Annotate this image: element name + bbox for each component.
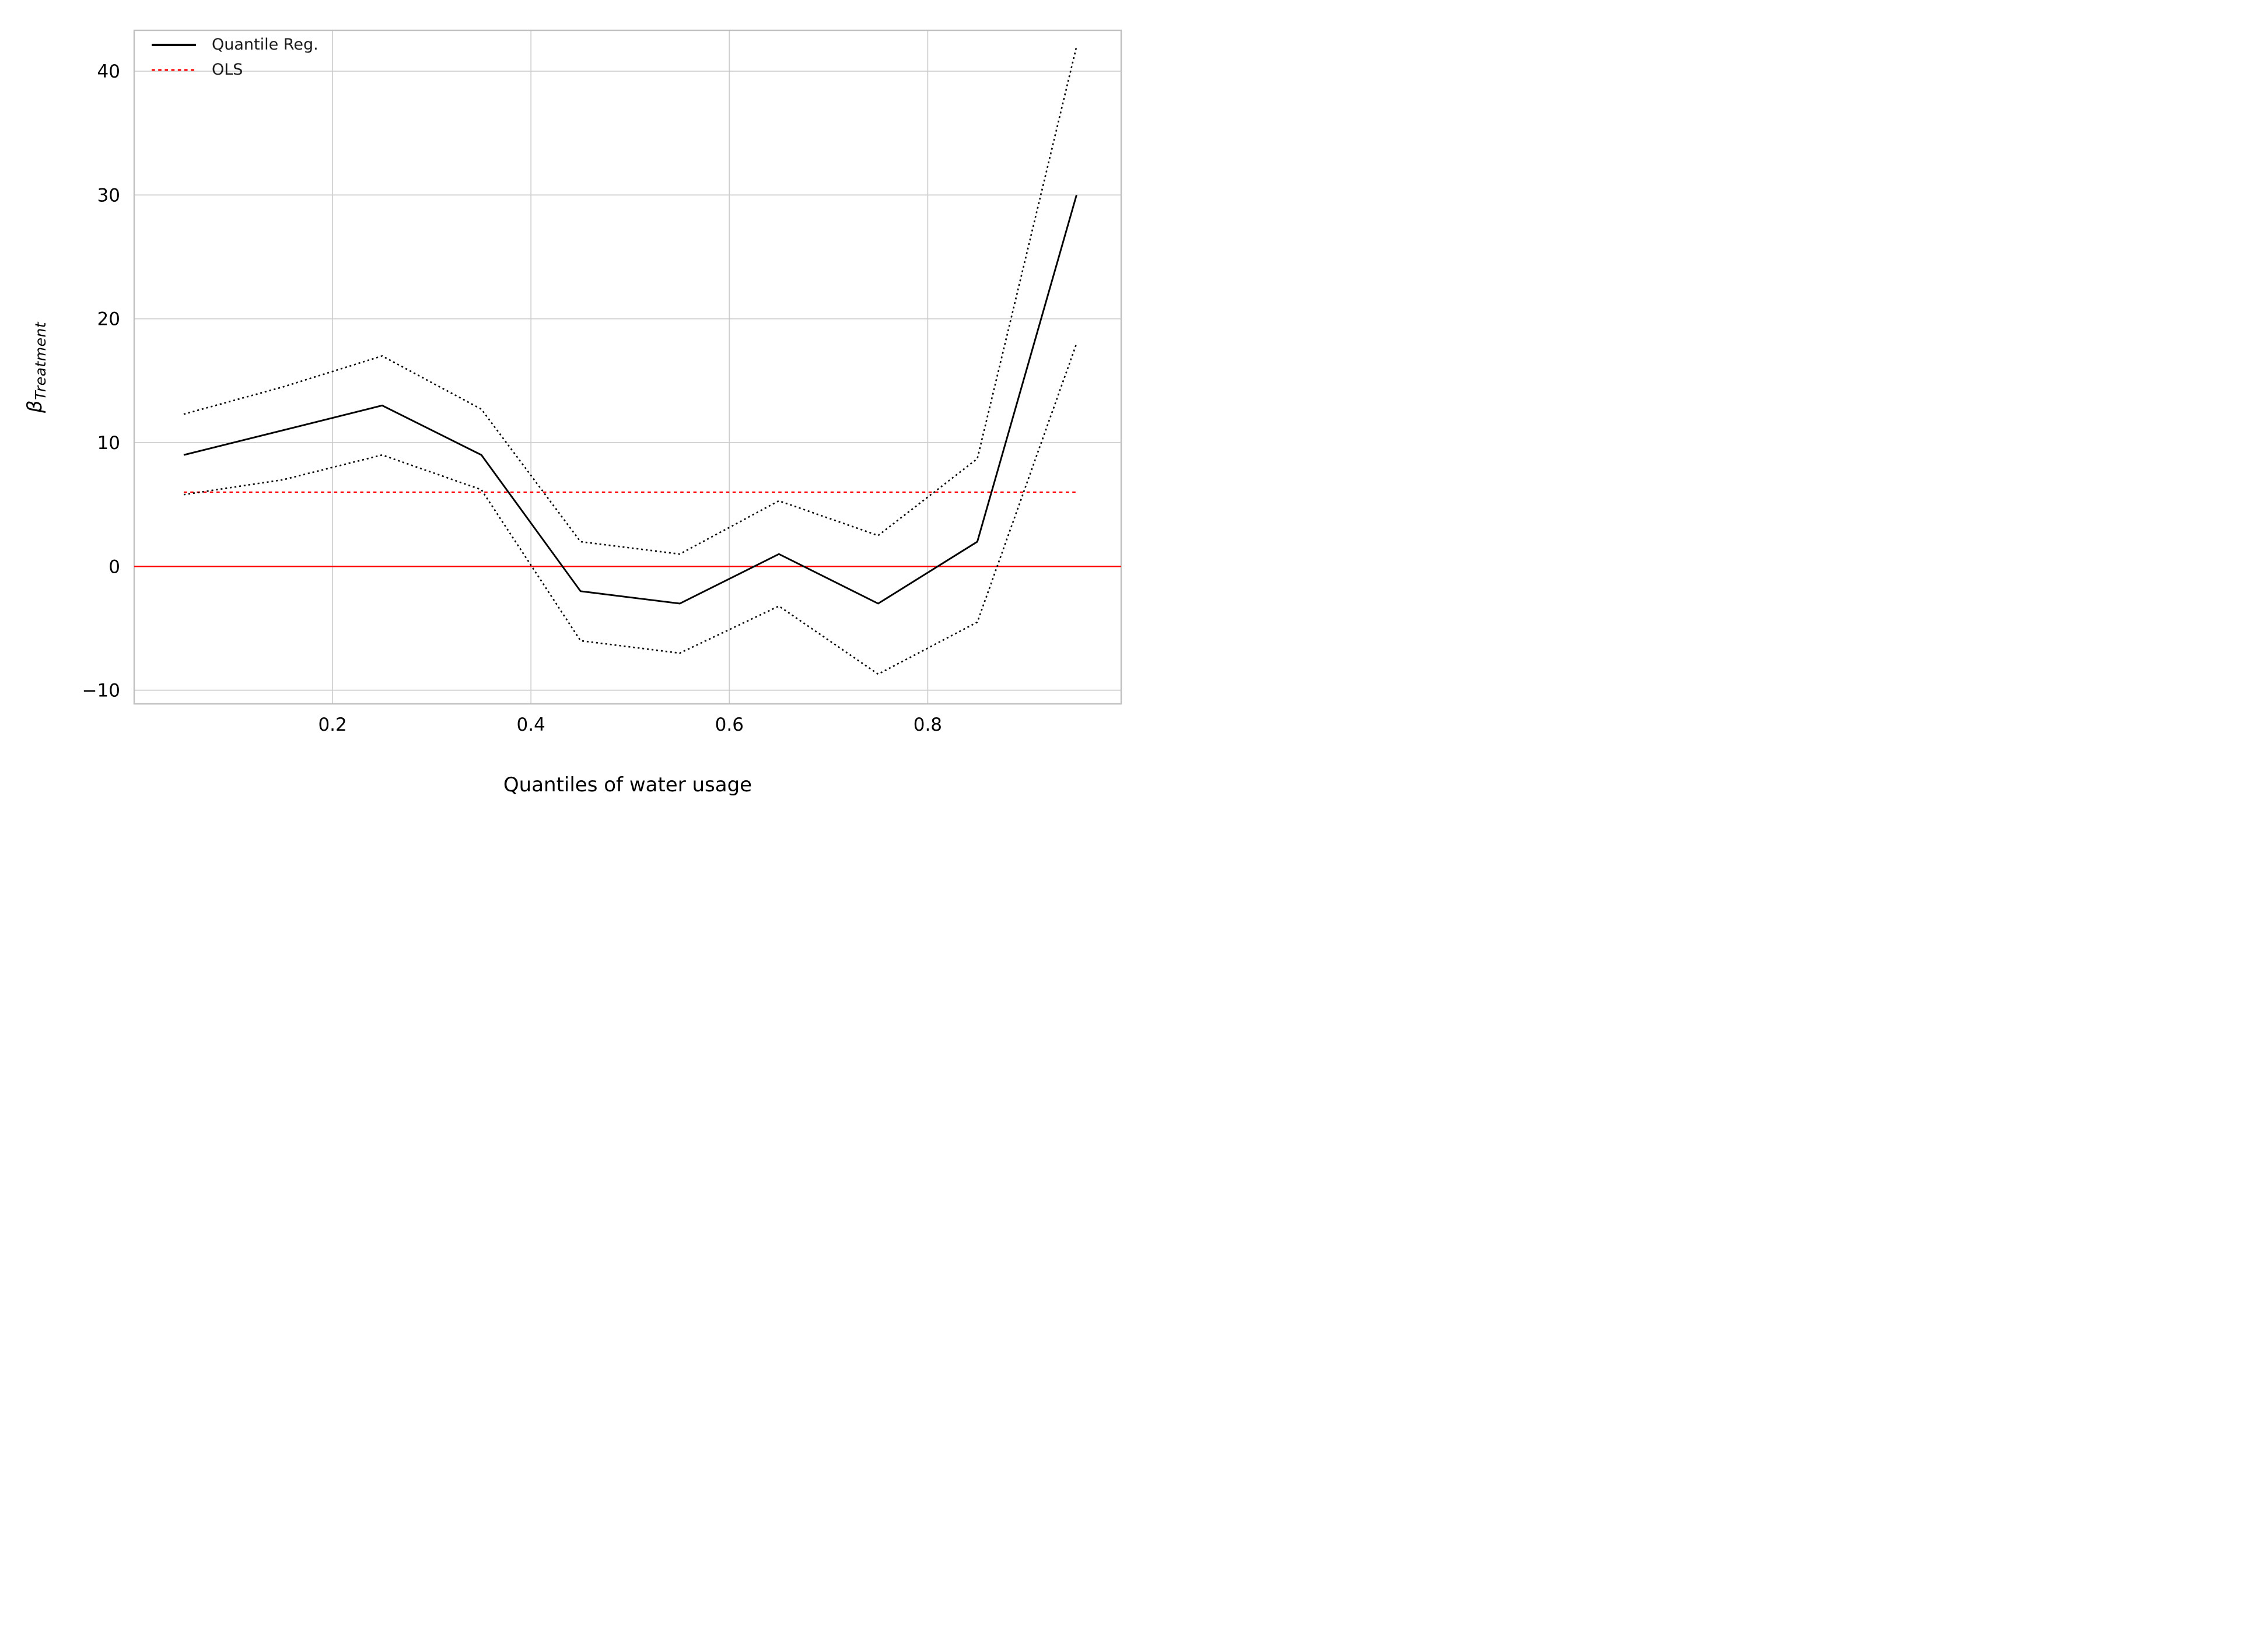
quantile-regression-plot: −10 0 10 20 30 40 0.2 0.4 0.6 0.8 [82,29,1122,735]
y-tick-label-−10: −10 [82,681,120,702]
series-line-ci-upper [183,46,1077,555]
plot-area-background [134,30,1121,704]
x-tick-label-0.2: 0.2 [318,714,346,735]
legend-label-quantile-reg: Quantile Reg. [212,36,318,54]
legend-line-sample-quantile-reg [152,43,196,46]
legend: Quantile Reg. OLS [152,32,318,82]
y-axis-label-subscript: Treatment [32,321,49,400]
x-axis-label: Quantiles of water usage [503,773,752,797]
axes-spines [133,29,1122,705]
x-tick-label-0.8: 0.8 [914,714,942,735]
legend-row-ols: OLS [152,57,318,82]
y-axis-label-symbol: β [23,399,47,413]
y-axis-label: βTreatment [23,322,49,413]
x-tick-label-0.4: 0.4 [517,714,545,735]
y-tick-label-40: 40 [97,61,120,82]
legend-row-quantile-reg: Quantile Reg. [152,32,318,57]
y-tick-label-30: 30 [97,185,120,206]
figure: −10 0 10 20 30 40 0.2 0.4 0.6 0.8 βTreatment Quan… [0,0,1134,817]
y-tick-label-0: 0 [108,556,120,577]
legend-label-ols: OLS [212,61,243,79]
legend-line-sample-ols [152,69,196,71]
series-line-estimate [183,195,1077,605]
x-tick-label-0.6: 0.6 [715,714,744,735]
y-tick-label-20: 20 [97,309,120,330]
y-tick-label-10: 10 [97,433,120,454]
series-line-ci-lower [183,343,1077,675]
